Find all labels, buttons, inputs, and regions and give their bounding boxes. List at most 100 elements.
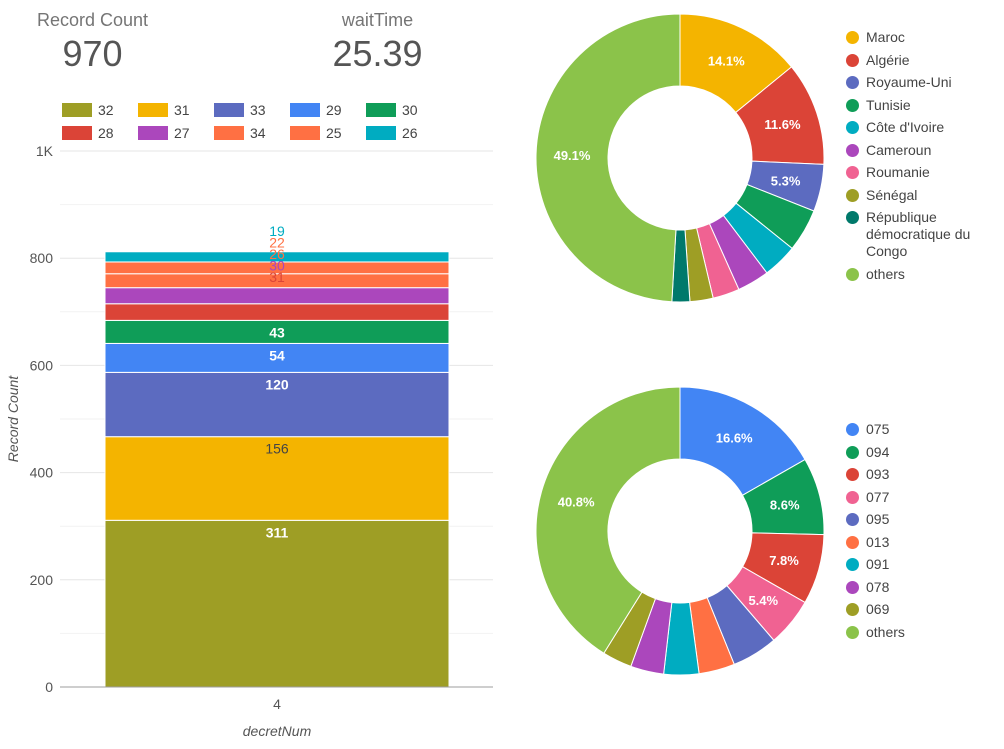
bar-legend-label-28: 28 — [98, 125, 114, 141]
y-axis-label: Record Count — [5, 375, 21, 462]
department-slice-others[interactable] — [535, 386, 681, 654]
country-legend-label: others — [866, 265, 905, 282]
bar-legend-label-30: 30 — [402, 102, 418, 118]
country-legend-dot — [846, 267, 859, 281]
department-legend-label: 094 — [866, 443, 890, 460]
bar-value-label-27: 30 — [269, 258, 285, 274]
department-slice-075[interactable] — [679, 386, 806, 496]
department-legend-item: 094 — [846, 444, 986, 461]
country-legend-item: République démocratique du Congo — [846, 209, 986, 260]
country-slice-others[interactable] — [535, 13, 681, 303]
country-legend-label: Royaume-Uni — [866, 74, 952, 90]
department-legend-label: 078 — [866, 578, 890, 595]
bar-legend-swatch-28 — [62, 126, 92, 140]
department-legend-item: 077 — [846, 489, 986, 506]
department-legend-item: others — [846, 624, 986, 641]
country-legend-label: Roumanie — [866, 164, 930, 180]
department-slice-label: 40.8% — [558, 494, 595, 509]
country-slice-label: 14.1% — [708, 53, 745, 68]
country-slice-label: 11.6% — [764, 117, 801, 132]
bar-legend-label-31: 31 — [174, 102, 190, 118]
bar-legend-label-27: 27 — [174, 125, 190, 141]
country-legend-item: Sénégal — [846, 187, 986, 204]
bar-legend-swatch-26 — [366, 126, 396, 140]
country-legend-dot — [846, 121, 859, 134]
department-donut-slices[interactable] — [535, 386, 825, 676]
bar-segment-33[interactable] — [104, 371, 450, 438]
bar-legend-swatch-33 — [214, 103, 244, 117]
y-tick-label: 1K — [36, 143, 54, 159]
country-slice-label: 5.3% — [771, 174, 801, 189]
country-slice-label: 49.1% — [554, 148, 591, 163]
y-tick-label: 200 — [30, 572, 54, 588]
bar-legend-swatch-34 — [214, 126, 244, 140]
country-legend-label: Tunisie — [866, 96, 911, 113]
bar-segment-28[interactable] — [104, 303, 450, 321]
bar-value-label-30: 43 — [269, 324, 285, 340]
department-legend-label: others — [866, 623, 905, 640]
department-legend-dot — [846, 490, 859, 504]
country-legend-item: Côte d'Ivoire — [846, 119, 986, 136]
department-legend-item: 093 — [846, 466, 986, 483]
country-legend-dot — [846, 31, 859, 44]
country-legend-dot — [846, 98, 859, 112]
bar-segment-26[interactable] — [104, 251, 450, 263]
bar-value-label-26: 19 — [269, 223, 285, 239]
country-legend-label: Côte d'Ivoire — [866, 119, 945, 135]
bar-segment-27[interactable] — [104, 287, 450, 305]
bar-value-label-25: 22 — [269, 235, 285, 251]
department-legend-dot — [846, 535, 859, 549]
wait-time-scorecard: waitTime 25.39 — [305, 10, 450, 75]
bar-legend-label-34: 34 — [250, 125, 266, 141]
country-legend-label: Cameroun — [866, 141, 932, 158]
department-slice-label: 5.4% — [748, 593, 778, 608]
department-legend-item: 013 — [846, 534, 986, 551]
bar-value-label-31: 156 — [265, 441, 289, 457]
bar-segment-31[interactable] — [104, 436, 450, 521]
country-donut-slices[interactable] — [535, 13, 825, 303]
wait-time-value: 25.39 — [332, 33, 423, 74]
country-legend-item: others — [846, 266, 986, 283]
country-legend-dot — [846, 211, 859, 224]
record-count-label: Record Count — [36, 10, 149, 30]
country-legend-item: Royaume-Uni — [846, 74, 986, 91]
country-legend-item: Maroc — [846, 29, 986, 46]
y-axis-ticks: 0 200 400 600 800 1K — [30, 143, 54, 695]
department-legend-item: 069 — [846, 601, 986, 618]
bar-segment-32[interactable] — [104, 519, 450, 688]
bar-legend-label-26: 26 — [402, 125, 418, 141]
department-legend-label: 095 — [866, 511, 890, 527]
bar-legend-swatch-29 — [290, 103, 320, 117]
country-legend-label: Algérie — [866, 51, 910, 68]
department-legend-dot — [846, 513, 859, 526]
bar-value-label-34: 26 — [269, 246, 285, 262]
department-slice-label: 8.6% — [770, 498, 800, 513]
department-legend-dot — [846, 580, 859, 594]
department-legend-label: 093 — [866, 466, 890, 482]
country-legend-dot — [846, 188, 859, 202]
bar-legend-swatch-25 — [290, 126, 320, 140]
bar-legend-label-29: 29 — [326, 102, 342, 118]
bar-legend-swatch-32 — [62, 103, 92, 117]
bar-segment-29[interactable] — [104, 342, 450, 373]
country-legend-label: Maroc — [866, 29, 905, 45]
country-legend-dot — [846, 76, 859, 89]
bar-legend-swatch-27 — [138, 126, 168, 140]
country-legend-label: République démocratique du Congo — [866, 209, 971, 259]
bar-segments[interactable] — [104, 251, 450, 688]
department-donut-labels: 16.6% 8.6% 7.8% 5.4% 40.8% — [558, 431, 800, 608]
department-legend-label: 091 — [866, 556, 890, 572]
wait-time-label: waitTime — [341, 10, 414, 30]
bar-legend-swatch-30 — [366, 103, 396, 117]
department-legend: 075 094 093 077 095 013 091 078 069 others — [846, 421, 986, 646]
bar-legend-label-33: 33 — [250, 102, 266, 118]
department-legend-label: 077 — [866, 488, 890, 505]
bar-value-label-32: 311 — [266, 524, 289, 540]
country-legend-dot — [846, 143, 859, 157]
department-legend-dot — [846, 625, 859, 639]
department-legend-item: 078 — [846, 579, 986, 596]
country-legend-item: Algérie — [846, 52, 986, 69]
bar-value-label-33: 120 — [265, 376, 289, 392]
country-legend-item: Tunisie — [846, 97, 986, 114]
